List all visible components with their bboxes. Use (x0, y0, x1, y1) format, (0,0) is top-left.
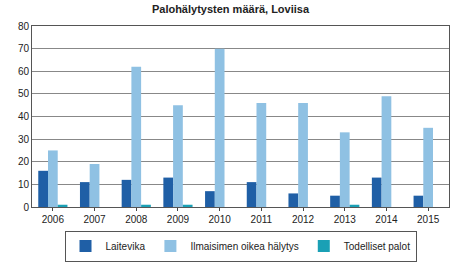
svg-text:Ilmaisimen oikea hälytys: Ilmaisimen oikea hälytys (190, 241, 298, 252)
svg-text:2009: 2009 (167, 214, 190, 225)
svg-text:2011: 2011 (251, 214, 273, 225)
svg-text:2008: 2008 (125, 214, 148, 225)
svg-text:2012: 2012 (292, 214, 315, 225)
svg-text:2015: 2015 (417, 214, 440, 225)
svg-text:2010: 2010 (209, 214, 232, 225)
svg-text:2006: 2006 (42, 214, 65, 225)
svg-text:0: 0 (23, 202, 29, 213)
svg-text:70: 70 (18, 43, 30, 54)
svg-text:2013: 2013 (334, 214, 357, 225)
svg-text:50: 50 (18, 88, 30, 99)
svg-text:60: 60 (18, 66, 30, 77)
svg-text:40: 40 (18, 111, 30, 122)
svg-text:2014: 2014 (375, 214, 398, 225)
svg-text:80: 80 (18, 21, 30, 32)
svg-text:Todelliset palot: Todelliset palot (344, 241, 410, 252)
svg-text:Laitevika: Laitevika (106, 241, 146, 252)
svg-text:Palohälytysten määrä, Loviisa: Palohälytysten määrä, Loviisa (152, 3, 310, 15)
svg-text:10: 10 (18, 179, 30, 190)
svg-text:20: 20 (18, 156, 30, 167)
svg-text:2007: 2007 (83, 214, 106, 225)
svg-text:30: 30 (18, 134, 30, 145)
